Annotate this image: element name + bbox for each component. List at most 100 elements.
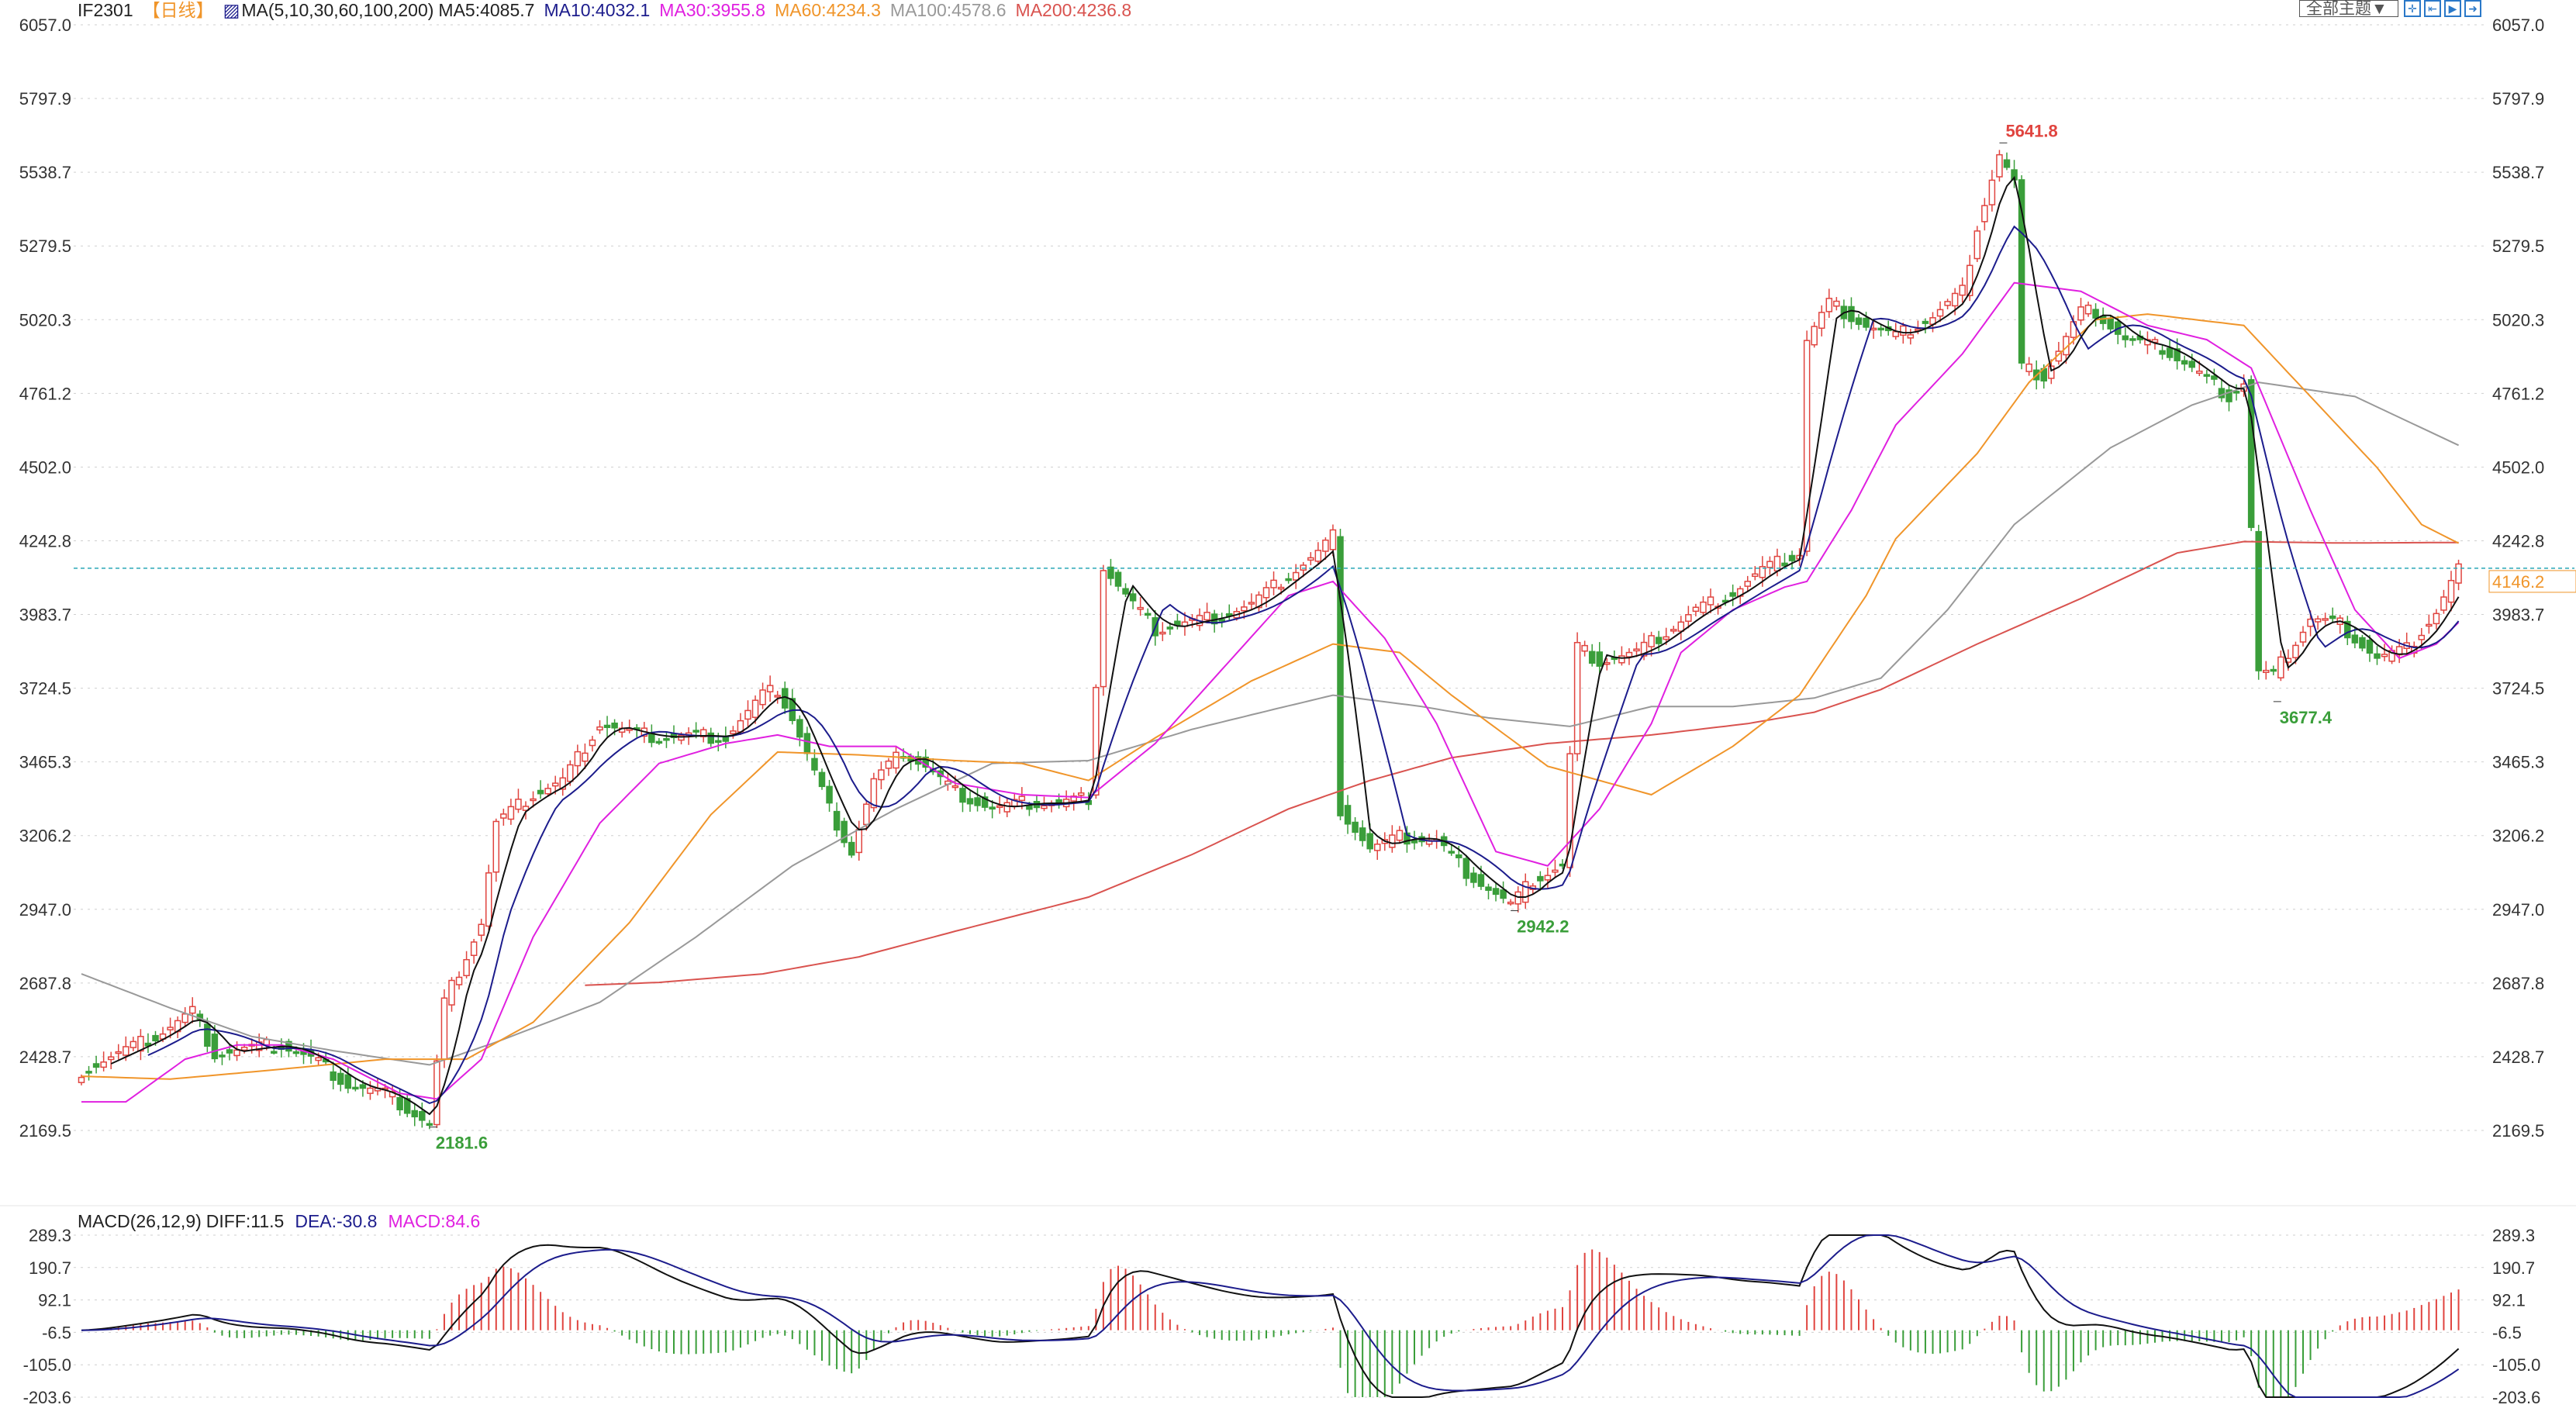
candle-up: [2381, 654, 2388, 657]
candle-up: [1581, 644, 1588, 652]
high-label: 5641.8: [2005, 121, 2057, 140]
candle-down: [2122, 335, 2129, 340]
play-icon[interactable]: ▶: [2444, 0, 2461, 17]
candle-down: [1781, 562, 1788, 567]
candle-down: [811, 758, 818, 771]
candle-up: [1959, 285, 1966, 296]
candle-up: [2322, 618, 2329, 621]
candle-up: [78, 1076, 85, 1083]
price-axis-right-label: 3983.7: [2492, 606, 2544, 625]
candle-up: [1262, 587, 1270, 599]
candle-up: [100, 1061, 107, 1068]
price-axis-left-label: 6057.0: [19, 16, 71, 35]
move-right-icon[interactable]: ➜: [2464, 0, 2481, 17]
candle-up: [1988, 179, 1996, 205]
candle-down: [1855, 317, 1863, 326]
candle-down: [922, 756, 929, 768]
candle-down: [1129, 593, 1137, 602]
ma60-value: MA60:4234.3: [775, 0, 881, 20]
candle-up: [1018, 796, 1026, 802]
candle-down: [2359, 637, 2366, 649]
macd-axis-right-label: -203.6: [2492, 1388, 2540, 1407]
candle-up: [1159, 631, 1166, 635]
candle-down: [2203, 374, 2211, 377]
theme-dropdown[interactable]: 全部主题▼: [2299, 0, 2398, 18]
candle-down: [722, 736, 730, 742]
candle-down: [826, 785, 833, 804]
candle-up: [878, 769, 885, 781]
candle-down: [1107, 566, 1114, 579]
crosshair-icon[interactable]: ✛: [2404, 0, 2421, 17]
candle-up: [1396, 830, 1404, 841]
candle-down: [1877, 327, 1884, 331]
candle-up: [2151, 339, 2159, 343]
candle-up: [1137, 606, 1144, 610]
candle-up: [551, 782, 559, 787]
candle-up: [1707, 596, 1714, 606]
candle-up: [1663, 636, 1670, 640]
candle-up: [1752, 573, 1759, 578]
candle-down: [796, 719, 803, 738]
candle-down: [2092, 309, 2099, 319]
period[interactable]: 【日线】: [142, 0, 214, 20]
candle-up: [433, 1060, 440, 1126]
low-label: 2942.2: [1517, 917, 1569, 937]
macd-axis-left-label: 92.1: [38, 1291, 71, 1310]
candle-up: [1314, 550, 1322, 562]
diff-value: DIFF:11.5: [205, 1211, 285, 1231]
candle-down: [1848, 305, 1855, 323]
candle-up: [1744, 581, 1751, 587]
candle-down: [2247, 379, 2255, 528]
candle-up: [1255, 594, 1262, 609]
candle-down: [92, 1063, 100, 1068]
candle-down: [1596, 651, 1603, 667]
candle-up: [774, 695, 781, 698]
candle-down: [663, 737, 670, 741]
ma30-line: [81, 281, 2460, 1103]
candle-down: [1492, 888, 1500, 896]
candle-up: [530, 798, 537, 802]
candle-down: [1448, 851, 1455, 854]
candle-up: [240, 1046, 248, 1051]
ma100-line: [81, 381, 2460, 1066]
candle-up: [522, 806, 530, 811]
candle-down: [974, 797, 981, 806]
candle-down: [2129, 338, 2136, 341]
candle-up: [2263, 669, 2270, 673]
candle-up: [1507, 901, 1514, 905]
price-axis-right-label: 4761.2: [2492, 384, 2544, 403]
candle-up: [1759, 566, 1766, 578]
candle-up: [699, 729, 707, 737]
candles: [78, 150, 2462, 1130]
candle-down: [271, 1051, 278, 1054]
candle-down: [2181, 360, 2188, 365]
candle-up: [1322, 539, 1329, 552]
candle-up: [678, 734, 685, 741]
candle-down: [219, 1054, 226, 1058]
candle-down: [1166, 626, 1174, 630]
price-axis-left-label: 5279.5: [19, 236, 71, 256]
price-axis-left-label: 3724.5: [19, 679, 71, 699]
candle-up: [2196, 371, 2203, 374]
candle-up: [1670, 629, 1677, 632]
candle-up: [1981, 205, 1988, 223]
candle-up: [189, 1006, 196, 1014]
candle-up: [1685, 614, 1692, 622]
candle-up: [2440, 596, 2447, 611]
candle-down: [292, 1051, 300, 1054]
candle-down: [2218, 388, 2226, 399]
candle-down: [2344, 620, 2351, 639]
ma10-line: [147, 225, 2460, 1104]
candle-down: [1114, 571, 1122, 587]
price-axis-left-label: 4242.8: [19, 531, 71, 550]
zoom-start-icon[interactable]: ⇤: [2424, 0, 2441, 17]
candle-down: [1366, 833, 1373, 850]
candle-up: [2077, 306, 2084, 321]
candle-down: [1537, 875, 1544, 882]
ma30-value: MA30:3955.8: [659, 0, 766, 20]
candle-down: [426, 1123, 433, 1127]
candle-down: [204, 1023, 211, 1047]
candle-up: [470, 941, 478, 956]
candle-up: [1389, 834, 1396, 848]
